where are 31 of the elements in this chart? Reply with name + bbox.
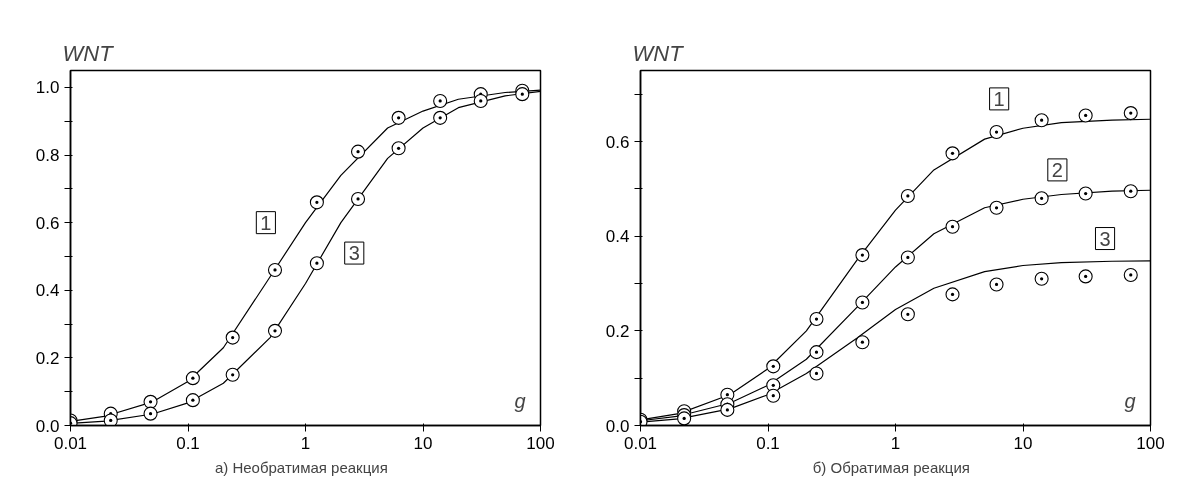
annotation: 1 <box>260 211 272 234</box>
text: б) Обратимая реакция <box>812 458 970 476</box>
x-axis-title: g <box>1124 389 1136 412</box>
y-axis-title: WNT <box>632 40 685 66</box>
x-tick-label: 0.1 <box>756 433 780 453</box>
x-tick-label: 100 <box>526 433 555 453</box>
x-tick-label: 1 <box>300 433 311 453</box>
x-tick-label: 100 <box>1136 433 1165 453</box>
y-tick-label: 0.0 <box>35 416 60 436</box>
y-tick-label: 0.8 <box>35 146 60 166</box>
x-tick-label: 1 <box>890 433 901 453</box>
x-tick-label: 0.1 <box>176 433 200 453</box>
y-tick-label: 0.6 <box>35 213 60 233</box>
y-axis-title: WNT <box>62 40 115 66</box>
y-tick-label: 1.0 <box>35 78 60 98</box>
x-tick-label: 10 <box>1013 433 1033 453</box>
x-tick-label: 0.01 <box>53 433 88 453</box>
annotation: 3 <box>348 242 360 265</box>
text: а) Необратимая реакция <box>214 458 388 476</box>
y-tick-label: 0.4 <box>35 281 60 301</box>
x-tick-label: 10 <box>413 433 433 453</box>
annotation: 2 <box>1051 158 1063 181</box>
annotation: 1 <box>993 87 1005 110</box>
x-axis-title: g <box>514 389 526 412</box>
y-tick-label: 0.2 <box>605 321 630 341</box>
y-tick-label: 0.6 <box>605 132 630 152</box>
x-tick-label: 0.01 <box>623 433 658 453</box>
y-tick-label: 0.4 <box>605 227 630 247</box>
y-tick-label: 0.2 <box>35 348 60 368</box>
annotation: 3 <box>1099 227 1111 250</box>
y-tick-label: 0.0 <box>605 416 630 436</box>
